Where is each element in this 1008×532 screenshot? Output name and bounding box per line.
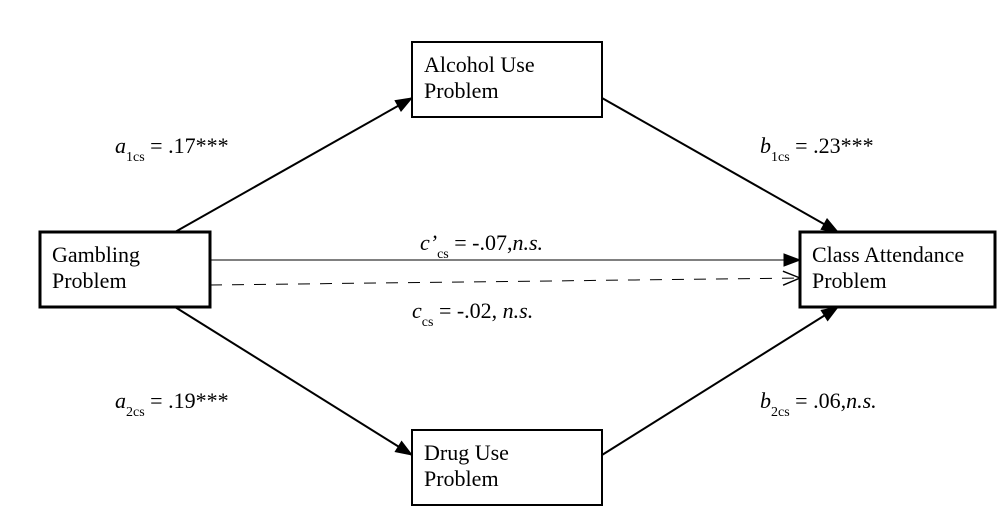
edge-label-c: ccs = -.02, n.s. xyxy=(412,298,533,330)
edge-a2: a2cs = .19*** xyxy=(115,307,412,455)
edge-label-b2: b2cs = .06,n.s. xyxy=(760,388,877,420)
edge-label-a2: a2cs = .19*** xyxy=(115,388,229,420)
edge-line-b1 xyxy=(602,98,838,232)
edge-label-b1: b1cs = .23*** xyxy=(760,133,874,165)
node-label-attendance-line0: Class Attendance xyxy=(812,242,964,267)
node-gambling: GamblingProblem xyxy=(40,232,210,307)
edge-c: ccs = -.02, n.s. xyxy=(210,278,800,330)
edge-label-cprime: c’cs = -.07,n.s. xyxy=(420,230,543,262)
node-label-gambling-line1: Problem xyxy=(52,268,127,293)
edge-line-c xyxy=(210,278,800,285)
node-label-alcohol-line1: Problem xyxy=(424,78,499,103)
edge-line-a2 xyxy=(175,307,412,455)
edge-b2: b2cs = .06,n.s. xyxy=(602,307,877,455)
edge-a1: a1cs = .17*** xyxy=(115,98,412,232)
edge-line-a1 xyxy=(175,98,412,232)
edge-b1: b1cs = .23*** xyxy=(602,98,874,232)
node-label-drug-line1: Problem xyxy=(424,466,499,491)
edge-cprime: c’cs = -.07,n.s. xyxy=(210,230,800,262)
node-attendance: Class AttendanceProblem xyxy=(800,232,995,307)
node-label-alcohol-line0: Alcohol Use xyxy=(424,52,535,77)
edge-label-a1: a1cs = .17*** xyxy=(115,133,229,165)
node-label-drug-line0: Drug Use xyxy=(424,440,509,465)
node-alcohol: Alcohol UseProblem xyxy=(412,42,602,117)
node-label-attendance-line1: Problem xyxy=(812,268,887,293)
edge-line-b2 xyxy=(602,307,838,455)
node-drug: Drug UseProblem xyxy=(412,430,602,505)
node-label-gambling-line0: Gambling xyxy=(52,242,140,267)
